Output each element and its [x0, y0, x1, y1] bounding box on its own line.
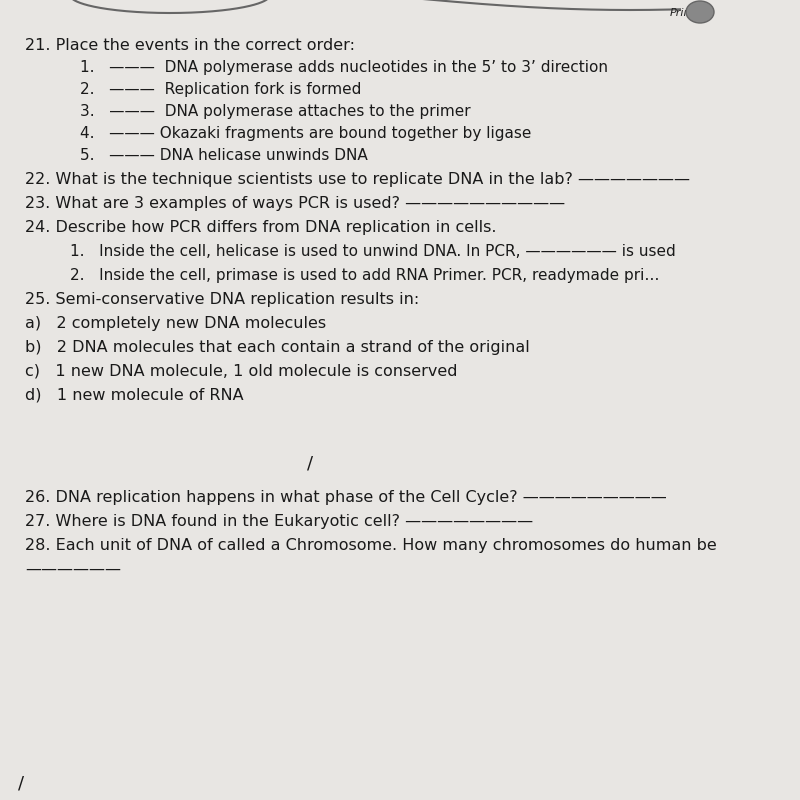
Text: c)   1 new DNA molecule, 1 old molecule is conserved: c) 1 new DNA molecule, 1 old molecule is…	[25, 364, 458, 379]
Text: /: /	[18, 775, 24, 793]
Text: ——————: ——————	[25, 562, 121, 577]
Text: /: /	[307, 455, 313, 473]
Text: 3.   ———  DNA polymerase attaches to the primer: 3. ——— DNA polymerase attaches to the pr…	[80, 104, 470, 119]
Text: 23. What are 3 examples of ways PCR is used? ——————————: 23. What are 3 examples of ways PCR is u…	[25, 196, 565, 211]
Text: d)   1 new molecule of RNA: d) 1 new molecule of RNA	[25, 388, 244, 403]
Text: Primase: Primase	[670, 8, 715, 18]
Text: 4.   ——— Okazaki fragments are bound together by ligase: 4. ——— Okazaki fragments are bound toget…	[80, 126, 531, 141]
Text: 27. Where is DNA found in the Eukaryotic cell? ————————: 27. Where is DNA found in the Eukaryotic…	[25, 514, 533, 529]
Text: 22. What is the technique scientists use to replicate DNA in the lab? ———————: 22. What is the technique scientists use…	[25, 172, 690, 187]
Text: 5.   ——— DNA helicase unwinds DNA: 5. ——— DNA helicase unwinds DNA	[80, 148, 368, 163]
Text: 24. Describe how PCR differs from DNA replication in cells.: 24. Describe how PCR differs from DNA re…	[25, 220, 497, 235]
Text: a)   2 completely new DNA molecules: a) 2 completely new DNA molecules	[25, 316, 326, 331]
Text: 2.   ———  Replication fork is formed: 2. ——— Replication fork is formed	[80, 82, 362, 97]
Text: 2.   Inside the cell, primase is used to add RNA Primer. PCR, readymade pri…: 2. Inside the cell, primase is used to a…	[70, 268, 659, 283]
Text: b)   2 DNA molecules that each contain a strand of the original: b) 2 DNA molecules that each contain a s…	[25, 340, 530, 355]
Text: 26. DNA replication happens in what phase of the Cell Cycle? —————————: 26. DNA replication happens in what phas…	[25, 490, 666, 505]
Text: 25. Semi-conservative DNA replication results in:: 25. Semi-conservative DNA replication re…	[25, 292, 419, 307]
Text: 1.   ———  DNA polymerase adds nucleotides in the 5’ to 3’ direction: 1. ——— DNA polymerase adds nucleotides i…	[80, 60, 608, 75]
Text: 1.   Inside the cell, helicase is used to unwind DNA. In PCR, —————— is used: 1. Inside the cell, helicase is used to …	[70, 244, 676, 259]
Ellipse shape	[686, 1, 714, 23]
Text: 21. Place the events in the correct order:: 21. Place the events in the correct orde…	[25, 38, 355, 53]
Text: 28. Each unit of DNA of called a Chromosome. How many chromosomes do human be: 28. Each unit of DNA of called a Chromos…	[25, 538, 717, 553]
